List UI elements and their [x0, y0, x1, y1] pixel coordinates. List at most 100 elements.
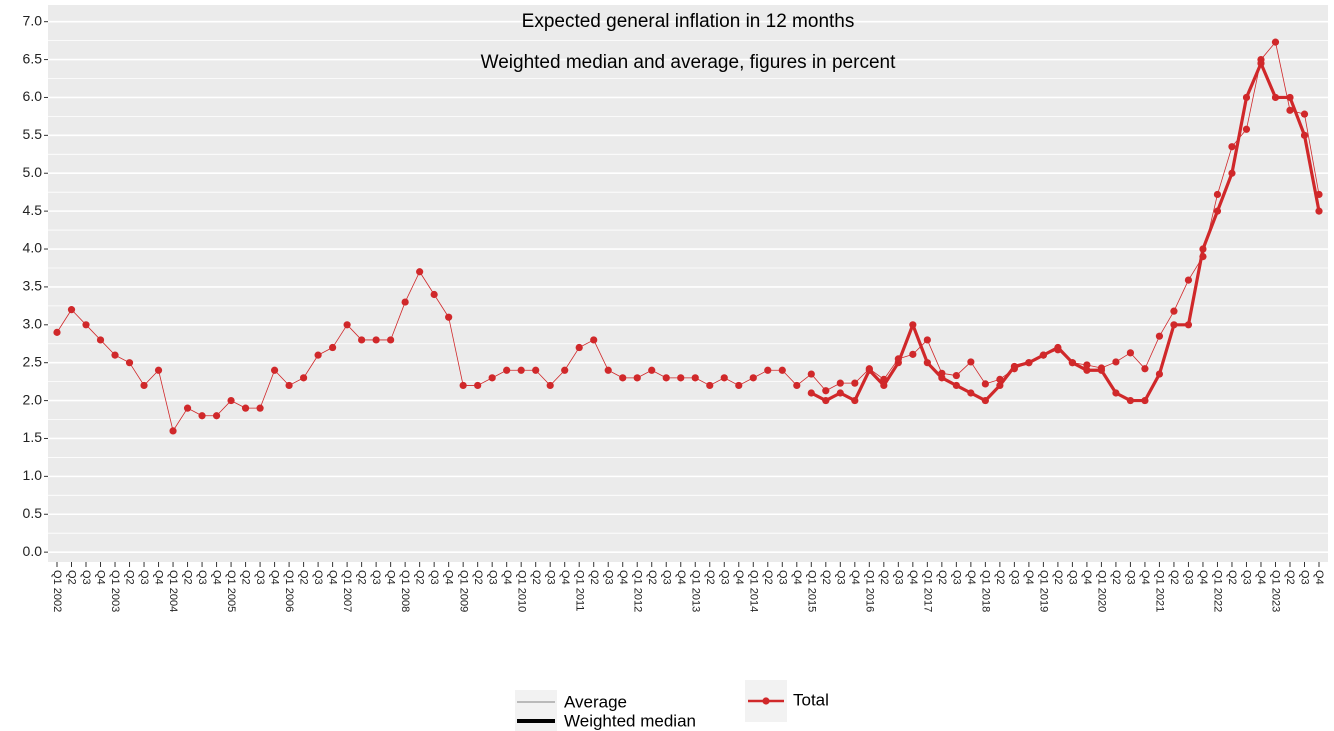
x-tick-label: Q4 [907, 570, 919, 585]
x-tick-label: Q1 2018 [979, 570, 991, 612]
point [735, 381, 743, 390]
x-tick-label: Q3 [254, 570, 266, 585]
x-tick-label: Q1 2002 [51, 570, 63, 612]
point [996, 375, 1004, 383]
point [880, 381, 888, 390]
x-tick-label: Q3 [196, 570, 208, 585]
x-tick-label: Q2 [820, 570, 832, 585]
y-tick-label: 3.5 [23, 278, 43, 294]
point [1112, 358, 1120, 366]
x-tick-label: Q2 [704, 570, 716, 585]
x-tick-label: Q1 2017 [921, 570, 933, 612]
point [720, 374, 728, 382]
point [1170, 321, 1178, 329]
point [1126, 349, 1135, 357]
y-tick-label: 5.5 [23, 126, 43, 142]
x-tick-label: Q1 2011 [573, 570, 585, 611]
x-tick-label: Q3 [370, 570, 382, 585]
point [1315, 190, 1323, 199]
x-tick-label: Q3 [1008, 570, 1020, 585]
point [387, 336, 395, 344]
x-tick-label: Q3 [1125, 570, 1137, 585]
point [67, 306, 76, 314]
point [154, 366, 163, 374]
point [633, 374, 641, 382]
point [1141, 396, 1149, 405]
point [270, 366, 279, 374]
x-tick-label: Q3 [776, 570, 788, 585]
point [909, 350, 917, 358]
point [706, 381, 714, 390]
point [1315, 207, 1323, 215]
point [967, 389, 975, 397]
plot-background [48, 5, 1328, 562]
point [1213, 190, 1222, 199]
x-tick-label: Q1 2014 [747, 570, 759, 612]
x-tick-label: Q3 [1241, 570, 1253, 585]
point [1228, 169, 1236, 177]
point [241, 404, 250, 412]
point [1257, 59, 1265, 67]
x-tick-label: Q2 [530, 570, 542, 585]
x-tick-label: Q2 [762, 570, 774, 585]
point [546, 381, 554, 390]
point [517, 366, 525, 374]
point [619, 374, 627, 382]
x-tick-label: Q2 [1226, 570, 1238, 585]
y-tick-label: 7.0 [23, 12, 43, 28]
x-tick-label: Q4 [95, 570, 107, 585]
point [923, 359, 931, 367]
point [952, 381, 960, 390]
y-tick-label: 5.0 [23, 164, 43, 180]
point [575, 343, 583, 352]
point [430, 290, 438, 299]
point [285, 381, 293, 390]
y-tick-label: 4.5 [23, 202, 43, 218]
x-tick-label: Q1 2009 [457, 570, 469, 612]
y-tick-label: 6.5 [23, 50, 43, 66]
x-tick-label: Q2 [1052, 570, 1064, 585]
point [53, 328, 61, 336]
x-tick-label: Q3 [718, 570, 730, 585]
chart-title: Expected general inflation in 12 months [522, 11, 855, 32]
point [125, 359, 134, 367]
x-tick-label: Q2 [588, 570, 600, 585]
point [952, 371, 960, 380]
point [1010, 362, 1018, 371]
x-tick-label: Q3 [892, 570, 904, 585]
grid [48, 20, 1328, 553]
x-tick-label: Q2 [646, 570, 658, 585]
x-tick-label: Q2 [1168, 570, 1180, 585]
point [532, 366, 540, 374]
x-tick-label: Q1 2016 [863, 570, 875, 612]
legend-key-bg [515, 690, 557, 731]
x-tick-label: Q1 2003 [109, 570, 121, 612]
x-tick-label: Q4 [1313, 570, 1325, 585]
point [169, 427, 177, 435]
x-tick-label: Q4 [965, 570, 977, 585]
point [488, 374, 496, 382]
point [1083, 361, 1091, 369]
point [938, 374, 946, 382]
x-tick-label: Q4 [269, 570, 281, 585]
x-tick-label: Q2 [124, 570, 136, 585]
x-tick-label: Q4 [211, 570, 223, 585]
x-tick-label: Q4 [1081, 570, 1093, 585]
point [372, 336, 380, 344]
point [358, 336, 366, 344]
point [1068, 359, 1077, 367]
x-tick-label: Q4 [849, 570, 861, 585]
marks [53, 38, 1323, 435]
point [111, 351, 119, 359]
point [1271, 93, 1280, 102]
y-tick-label: 6.0 [23, 88, 43, 104]
point [1112, 389, 1120, 397]
point [807, 370, 815, 378]
y-tick-label: 0.5 [23, 505, 43, 521]
x-tick-label: Q1 2019 [1037, 570, 1049, 612]
x-tick-label: Q3 [1299, 570, 1311, 585]
x-tick-label: Q2 [472, 570, 484, 585]
y-tick-label: 2.0 [23, 391, 43, 407]
point [96, 336, 105, 344]
